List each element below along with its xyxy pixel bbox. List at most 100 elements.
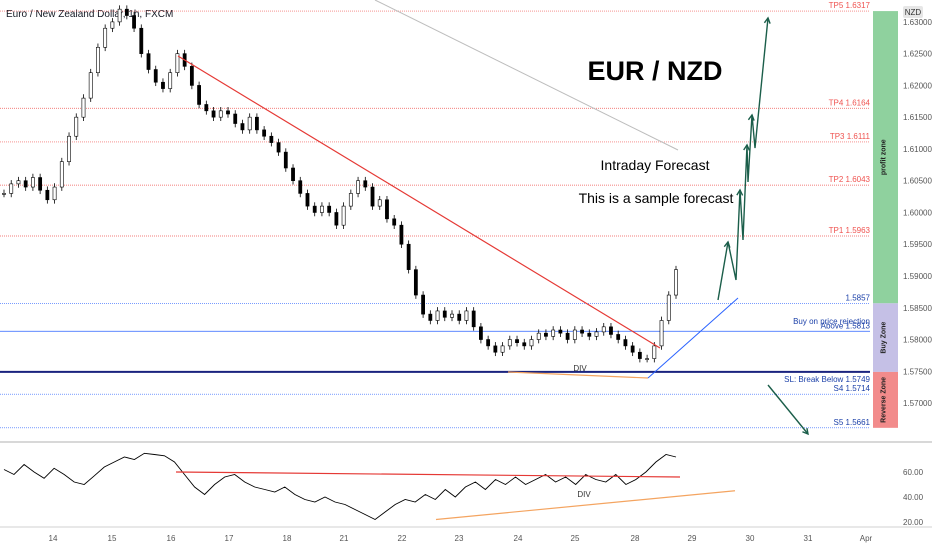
- price-tick-12: 1.63000: [903, 18, 932, 27]
- time-tick-14: Apr: [860, 534, 873, 543]
- candle-body-27: [197, 85, 201, 105]
- price-levels: TP5 1.6317 TP4 1.6164 TP3 1.6111 TP2 1.6043…: [0, 1, 871, 429]
- level-label-7: Above 1.5813: [821, 321, 871, 330]
- time-tick-7: 23: [455, 534, 464, 543]
- candle-body-70: [507, 339, 512, 347]
- side-zones: profit zone Buy Zone Reverse Zone: [873, 11, 898, 428]
- candle-body-4: [31, 177, 35, 188]
- downside-arrow: [767, 384, 809, 435]
- time-axis: 14 15 16 17 18 21 22 23 24 25 28 29 30 31 Apr: [49, 534, 873, 543]
- candle-body-93: [674, 269, 678, 296]
- candle-body-58: [421, 294, 425, 315]
- candle-body-12: [88, 72, 93, 99]
- candle-body-71: [515, 339, 519, 344]
- candle-body-60: [435, 310, 440, 321]
- candle-body-38: [276, 142, 281, 153]
- candle-body-1: [9, 183, 14, 194]
- candle-body-76: [551, 329, 556, 337]
- candle-body-82: [594, 331, 599, 337]
- profit-zone-rect: [873, 11, 898, 304]
- candle-body-30: [218, 110, 223, 118]
- price-tick-1: 1.57500: [903, 367, 932, 376]
- candle-body-24: [175, 53, 180, 74]
- candle-body-34: [247, 116, 252, 131]
- candle-body-46: [334, 212, 339, 226]
- price-tick-7: 1.60500: [903, 177, 932, 186]
- candle-body-73: [529, 339, 534, 347]
- reverse-zone-label: Reverse Zone: [881, 377, 888, 423]
- candle-body-6: [45, 189, 50, 201]
- candle-body-85: [616, 334, 621, 340]
- candle-body-42: [305, 193, 310, 207]
- candle-body-37: [269, 135, 274, 143]
- price-tick-5: 1.59500: [903, 240, 932, 249]
- price-tick-2: 1.58000: [903, 336, 932, 345]
- candle-body-2: [16, 180, 21, 185]
- candle-body-43: [312, 205, 317, 213]
- price-tick-0: 1.57000: [903, 399, 932, 408]
- time-tick-6: 22: [398, 534, 407, 543]
- candle-body-23: [168, 72, 173, 89]
- candle-body-92: [666, 294, 671, 321]
- candle-body-45: [327, 205, 332, 213]
- candle-body-52: [377, 199, 382, 207]
- time-tick-5: 21: [340, 534, 349, 543]
- candle-body-31: [226, 110, 230, 115]
- candle-body-59: [428, 313, 433, 321]
- candle-body-36: [262, 129, 267, 137]
- level-label-4: TP1 1.5963: [829, 226, 871, 235]
- candle-body-66: [479, 326, 483, 340]
- candle-body-72: [522, 342, 527, 347]
- candle-body-54: [392, 218, 397, 226]
- candle-body-0: [2, 193, 6, 195]
- candle-body-21: [153, 69, 158, 83]
- level-label-0: TP5 1.6317: [829, 1, 871, 10]
- candle-body-47: [341, 205, 346, 226]
- forecast-arrowhead-2: [736, 188, 744, 196]
- candle-body-88: [637, 351, 642, 359]
- price-div-label: DIV: [573, 364, 587, 373]
- candle-body-83: [601, 326, 606, 333]
- time-tick-1: 15: [108, 534, 117, 543]
- level-label-9: S4 1.5714: [834, 384, 871, 393]
- candle-body-87: [630, 345, 635, 353]
- forecast-arrowhead-1: [723, 240, 731, 248]
- level-label-10: S5 1.5661: [834, 418, 871, 427]
- time-tick-0: 14: [49, 534, 58, 543]
- candle-body-49: [356, 180, 360, 194]
- price-series: [2, 5, 678, 363]
- price-divergence-line: [507, 371, 649, 379]
- candle-body-8: [59, 161, 64, 188]
- candle-body-39: [283, 151, 288, 169]
- candle-body-35: [255, 116, 259, 131]
- candle-body-32: [233, 113, 238, 124]
- nzd-badge: [903, 6, 923, 18]
- candle-body-91: [659, 320, 664, 347]
- candle-body-41: [298, 180, 303, 194]
- candle-body-22: [161, 81, 165, 89]
- candle-body-26: [189, 66, 194, 86]
- candle-body-16: [117, 8, 122, 23]
- candle-body-89: [645, 358, 649, 360]
- candle-body-55: [399, 224, 404, 245]
- time-tick-9: 25: [571, 534, 580, 543]
- candle-body-51: [370, 186, 375, 207]
- candle-body-90: [652, 345, 657, 359]
- candle-body-40: [291, 167, 295, 182]
- price-tick-11: 1.62500: [903, 50, 932, 59]
- rsi-pane: 20.00 40.00 60.00: [3, 452, 924, 527]
- candle-body-29: [211, 110, 216, 118]
- candle-body-81: [587, 332, 592, 337]
- candle-body-13: [96, 46, 100, 74]
- time-tick-10: 28: [631, 534, 640, 543]
- candle-body-62: [450, 313, 454, 318]
- subtitle-label-2: This is a sample forecast: [579, 190, 734, 206]
- candle-body-75: [544, 332, 548, 337]
- candle-body-67: [486, 339, 491, 347]
- candle-body-80: [580, 329, 584, 334]
- nzd-badge-label: NZD: [905, 8, 922, 17]
- downside-arrowhead: [802, 427, 809, 436]
- candle-body-79: [572, 329, 577, 340]
- descending-trendline: [177, 55, 661, 349]
- price-tick-3: 1.58500: [903, 304, 932, 313]
